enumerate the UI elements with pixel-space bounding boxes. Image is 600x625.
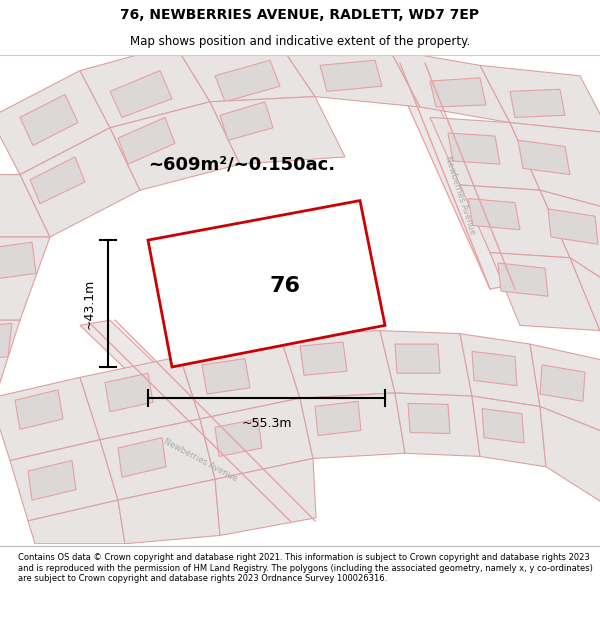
Text: Newberries Avenue: Newberries Avenue: [161, 438, 238, 484]
Text: Contains OS data © Crown copyright and database right 2021. This information is : Contains OS data © Crown copyright and d…: [18, 554, 593, 583]
Polygon shape: [380, 331, 472, 396]
Polygon shape: [105, 373, 153, 412]
Polygon shape: [0, 320, 20, 398]
Polygon shape: [118, 118, 175, 164]
Polygon shape: [0, 323, 12, 359]
Polygon shape: [180, 336, 300, 419]
Polygon shape: [570, 258, 600, 362]
Polygon shape: [20, 127, 140, 237]
Polygon shape: [472, 396, 546, 467]
Polygon shape: [518, 140, 570, 174]
Polygon shape: [215, 459, 316, 536]
Polygon shape: [220, 102, 273, 140]
Polygon shape: [110, 71, 172, 118]
Polygon shape: [215, 419, 262, 456]
Polygon shape: [300, 393, 405, 459]
Polygon shape: [280, 44, 420, 107]
Text: 76: 76: [269, 276, 301, 296]
Polygon shape: [0, 378, 100, 461]
Polygon shape: [20, 94, 78, 146]
Polygon shape: [480, 66, 600, 133]
Polygon shape: [540, 406, 600, 508]
Polygon shape: [0, 242, 36, 279]
Polygon shape: [100, 419, 215, 500]
Text: 76, NEWBERRIES AVENUE, RADLETT, WD7 7EP: 76, NEWBERRIES AVENUE, RADLETT, WD7 7EP: [121, 8, 479, 22]
Polygon shape: [430, 78, 486, 107]
Text: ~43.1m: ~43.1m: [83, 278, 96, 329]
Text: ~609m²/~0.150ac.: ~609m²/~0.150ac.: [148, 155, 335, 173]
Polygon shape: [408, 403, 450, 434]
Polygon shape: [15, 390, 63, 429]
Polygon shape: [490, 253, 600, 331]
Polygon shape: [0, 174, 50, 237]
Polygon shape: [540, 365, 585, 401]
Polygon shape: [0, 71, 110, 174]
Polygon shape: [118, 438, 166, 478]
Polygon shape: [530, 344, 600, 434]
Polygon shape: [280, 331, 395, 398]
Polygon shape: [510, 89, 565, 118]
Polygon shape: [320, 60, 382, 91]
Polygon shape: [510, 122, 600, 209]
Polygon shape: [10, 440, 118, 521]
Polygon shape: [200, 398, 313, 479]
Polygon shape: [28, 500, 125, 544]
Polygon shape: [80, 320, 310, 518]
Polygon shape: [482, 409, 524, 443]
Polygon shape: [540, 190, 600, 284]
Polygon shape: [118, 479, 220, 544]
Polygon shape: [390, 66, 520, 289]
Polygon shape: [395, 393, 480, 456]
Polygon shape: [300, 342, 347, 375]
Text: ~55.3m: ~55.3m: [241, 417, 292, 430]
Polygon shape: [215, 60, 280, 102]
Polygon shape: [148, 201, 385, 367]
Polygon shape: [30, 157, 85, 204]
Polygon shape: [315, 401, 361, 436]
Polygon shape: [472, 351, 517, 386]
Polygon shape: [202, 359, 250, 394]
Polygon shape: [80, 44, 210, 128]
Polygon shape: [110, 102, 240, 190]
Polygon shape: [430, 118, 540, 190]
Polygon shape: [498, 263, 548, 296]
Polygon shape: [0, 237, 50, 320]
Polygon shape: [460, 185, 570, 258]
Polygon shape: [390, 50, 510, 122]
Text: Newberries Avenue: Newberries Avenue: [443, 155, 477, 236]
Polygon shape: [210, 97, 345, 164]
Polygon shape: [448, 133, 500, 164]
Polygon shape: [548, 209, 598, 244]
Polygon shape: [28, 461, 76, 500]
Polygon shape: [175, 44, 315, 102]
Polygon shape: [395, 344, 440, 373]
Polygon shape: [80, 357, 200, 440]
Polygon shape: [460, 334, 540, 406]
Text: Map shows position and indicative extent of the property.: Map shows position and indicative extent…: [130, 35, 470, 48]
Polygon shape: [468, 199, 520, 230]
